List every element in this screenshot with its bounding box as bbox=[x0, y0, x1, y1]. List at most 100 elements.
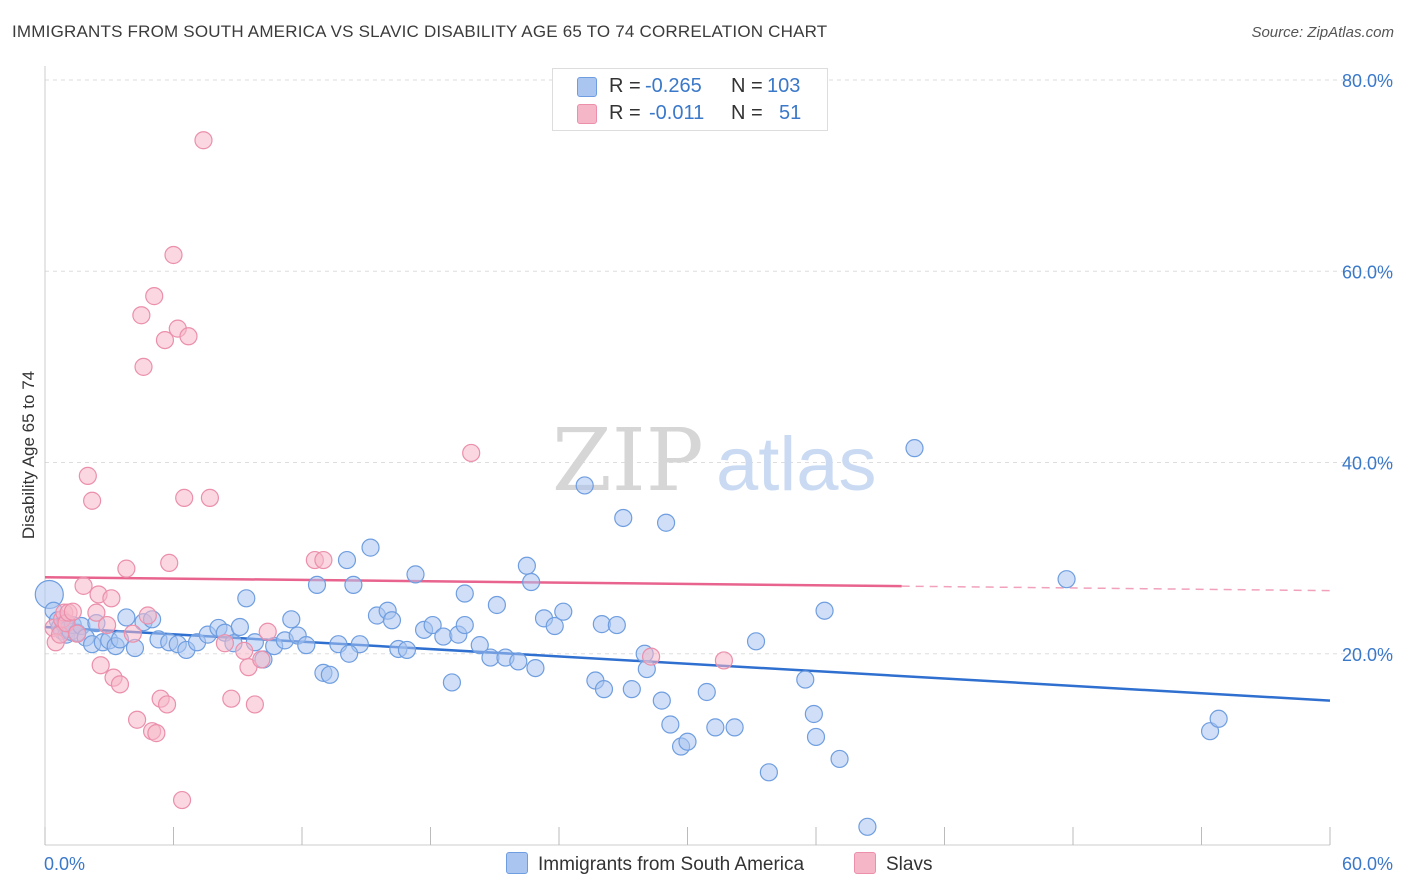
legend-r-label: R = bbox=[609, 75, 641, 97]
point-slavs bbox=[138, 606, 157, 625]
point-south-america bbox=[282, 610, 301, 629]
y-tick-label: 20.0% bbox=[1342, 645, 1393, 665]
point-slavs bbox=[87, 603, 106, 622]
point-south-america bbox=[455, 584, 474, 603]
bottom-legend-label-series2: Slavs bbox=[886, 854, 933, 875]
point-south-america bbox=[554, 602, 573, 621]
point-south-america bbox=[297, 636, 316, 655]
point-slavs bbox=[200, 488, 220, 507]
point-south-america bbox=[804, 704, 823, 724]
legend-n-value-series1: 103 bbox=[767, 75, 801, 97]
point-south-america bbox=[652, 691, 671, 710]
point-slavs bbox=[132, 306, 151, 325]
point-south-america bbox=[344, 575, 363, 595]
trend-line-2-extension bbox=[901, 585, 1331, 592]
point-slavs bbox=[91, 656, 110, 675]
legend-swatch-blue bbox=[577, 77, 597, 97]
point-south-america bbox=[434, 627, 453, 646]
legend: R = -0.265 N = 103 R = -0.011 N = 51 bbox=[552, 68, 828, 131]
point-slavs bbox=[641, 647, 661, 666]
point-slavs bbox=[102, 589, 121, 608]
point-south-america bbox=[337, 550, 357, 570]
bottom-legend-swatch-pink bbox=[854, 852, 876, 874]
point-slavs bbox=[222, 689, 241, 708]
bottom-legend-label-series1: Immigrants from South America bbox=[538, 854, 805, 875]
legend-row-series2: R = -0.011 N = 51 bbox=[553, 102, 827, 126]
point-south-america bbox=[1209, 709, 1228, 728]
point-slavs bbox=[258, 622, 277, 641]
y-tick-label: 80.0% bbox=[1342, 71, 1393, 91]
point-south-america bbox=[470, 636, 489, 655]
point-south-america bbox=[406, 565, 425, 584]
legend-swatch-pink bbox=[577, 104, 597, 124]
point-south-america bbox=[1200, 722, 1220, 741]
point-slavs bbox=[157, 695, 177, 714]
trend-line-2 bbox=[44, 576, 902, 588]
point-slavs bbox=[155, 331, 175, 350]
point-south-america bbox=[522, 572, 541, 592]
point-slavs bbox=[160, 553, 179, 573]
point-south-america bbox=[1057, 570, 1076, 589]
point-south-america bbox=[678, 732, 697, 751]
legend-row-series1: R = -0.265 N = 103 bbox=[553, 75, 827, 99]
x-tick-max: 60.0% bbox=[1342, 854, 1393, 874]
data-points bbox=[34, 131, 1228, 836]
bottom-legend-series1: Immigrants from South America bbox=[506, 852, 804, 876]
point-south-america bbox=[806, 727, 826, 747]
point-south-america bbox=[622, 680, 641, 699]
point-south-america bbox=[661, 715, 680, 734]
y-tick-label: 40.0% bbox=[1342, 454, 1393, 474]
point-south-america bbox=[614, 508, 633, 528]
point-slavs bbox=[194, 131, 213, 150]
point-slavs bbox=[145, 287, 164, 306]
point-slavs bbox=[117, 559, 136, 578]
point-slavs bbox=[252, 650, 271, 669]
point-south-america bbox=[796, 670, 815, 689]
point-south-america bbox=[397, 640, 417, 660]
point-south-america bbox=[237, 589, 256, 608]
point-south-america bbox=[545, 616, 564, 636]
point-south-america bbox=[455, 615, 474, 635]
point-slavs bbox=[164, 245, 183, 265]
point-slavs bbox=[110, 675, 130, 694]
point-south-america bbox=[382, 611, 402, 630]
point-slavs bbox=[68, 624, 87, 643]
point-slavs bbox=[63, 602, 82, 621]
watermark: ZIP atlas bbox=[552, 411, 877, 511]
point-south-america bbox=[320, 665, 339, 684]
point-south-america bbox=[509, 652, 528, 671]
legend-n-label: N = bbox=[731, 102, 763, 124]
legend-n-label: N = bbox=[731, 75, 763, 97]
point-slavs bbox=[147, 724, 166, 743]
point-south-america bbox=[517, 556, 536, 575]
point-south-america bbox=[697, 682, 716, 702]
point-slavs bbox=[83, 491, 102, 510]
y-tick-label: 60.0% bbox=[1342, 262, 1393, 282]
point-south-america bbox=[307, 575, 327, 595]
point-slavs bbox=[78, 466, 97, 485]
point-south-america bbox=[905, 439, 924, 458]
point-slavs bbox=[462, 443, 481, 463]
point-south-america bbox=[575, 476, 594, 495]
point-south-america bbox=[746, 632, 766, 651]
y-tick-labels: 20.0% 40.0% 60.0% 80.0% bbox=[1342, 71, 1393, 665]
point-slavs bbox=[175, 488, 194, 507]
point-south-america bbox=[858, 817, 877, 836]
point-south-america bbox=[815, 601, 834, 620]
point-slavs bbox=[74, 576, 93, 595]
point-slavs bbox=[123, 624, 142, 643]
watermark-zip: ZIP bbox=[552, 411, 704, 511]
point-south-america bbox=[607, 615, 626, 635]
point-slavs bbox=[235, 641, 254, 660]
point-south-america bbox=[442, 673, 462, 692]
point-south-america bbox=[725, 718, 744, 737]
point-south-america bbox=[706, 718, 725, 737]
point-slavs bbox=[172, 790, 192, 810]
bottom-legend-swatch-blue bbox=[506, 852, 528, 874]
point-south-america bbox=[117, 608, 136, 627]
point-slavs bbox=[134, 357, 153, 376]
source-label: Source: ZipAtlas.com bbox=[1251, 24, 1394, 41]
point-south-america bbox=[526, 658, 545, 678]
point-south-america bbox=[656, 513, 676, 532]
